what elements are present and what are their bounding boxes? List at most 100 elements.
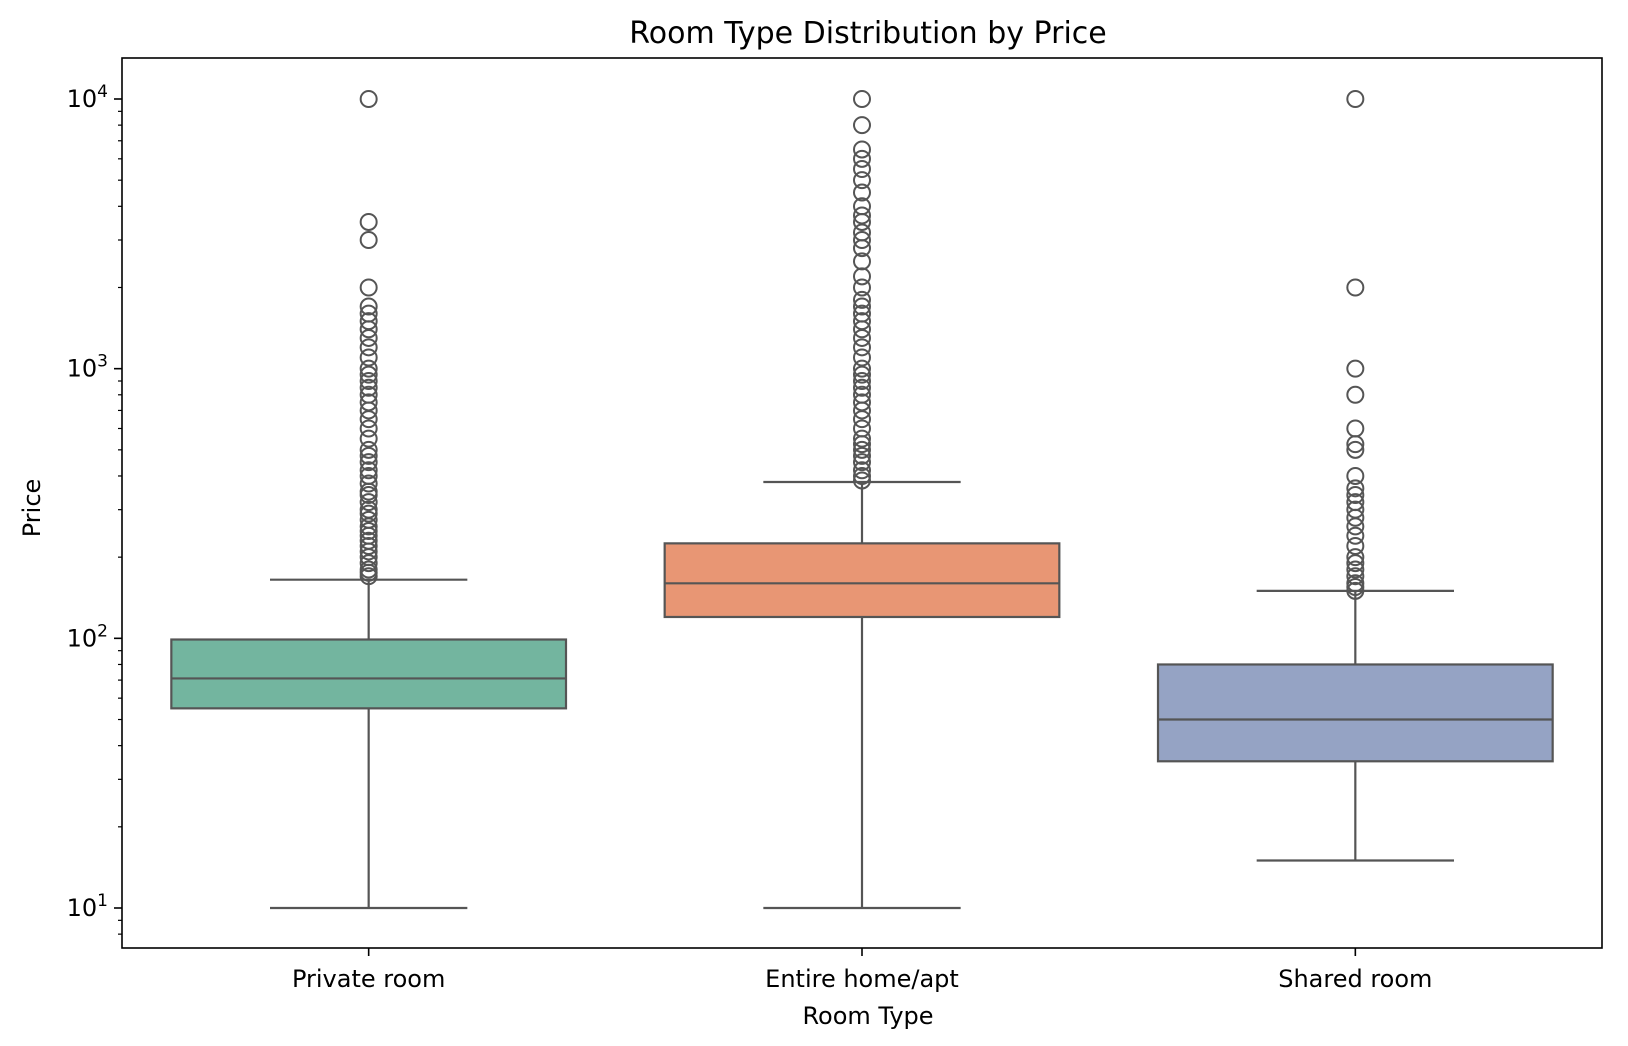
box-group-2: [1156, 90, 1554, 862]
outlier-point: [359, 359, 378, 378]
outlier-point: [853, 466, 871, 485]
outlier-point: [359, 461, 378, 480]
box-iqr: [170, 638, 568, 710]
outlier-point: [1346, 419, 1365, 438]
outlier-point: [359, 536, 378, 555]
outlier-point: [1346, 526, 1365, 545]
outlier-point: [359, 385, 378, 404]
outlier-point: [1346, 278, 1365, 297]
plot-frame: [121, 57, 1603, 949]
outlier-point: [853, 429, 871, 448]
y-axis-label: Price: [18, 479, 46, 538]
outlier-point: [359, 338, 378, 357]
outlier-point: [359, 453, 378, 472]
outlier-point: [359, 510, 378, 529]
outlier-point: [359, 297, 378, 316]
outlier-point: [359, 560, 378, 579]
outlier-point: [359, 522, 378, 541]
outlier-point: [359, 531, 378, 550]
outlier-point: [853, 348, 871, 367]
outlier-point: [853, 338, 871, 357]
outlier-point: [359, 378, 378, 397]
outlier-point: [359, 446, 378, 465]
outlier-point: [359, 90, 378, 108]
x-tick-label: Shared room: [1278, 965, 1432, 993]
outlier-point: [1346, 359, 1365, 378]
outlier-point: [853, 252, 871, 271]
box-group-1: [663, 90, 1061, 910]
y-tick-label: 102: [67, 621, 108, 652]
outlier-point: [853, 378, 871, 397]
chart-title: Room Type Distribution by Price: [629, 16, 1106, 51]
outlier-point: [853, 461, 871, 480]
outlier-point: [1346, 567, 1365, 586]
outlier-point: [853, 471, 871, 490]
outlier-point: [359, 212, 378, 231]
x-tick-label: Entire home/apt: [765, 965, 959, 993]
outlier-point: [359, 231, 378, 250]
outlier-point: [853, 419, 871, 438]
outlier-point: [1346, 536, 1365, 555]
outlier-point: [853, 197, 871, 216]
outlier-point: [853, 304, 871, 323]
outlier-point: [1346, 493, 1365, 512]
outlier-point: [853, 440, 871, 459]
ticks-layer: Private room Entire home/apt Shared room 10…: [67, 82, 1433, 993]
outlier-point: [359, 429, 378, 448]
outlier-point: [359, 348, 378, 367]
outlier-point: [853, 393, 871, 412]
outlier-point: [1346, 385, 1365, 404]
outlier-point: [853, 278, 871, 297]
outlier-point: [853, 116, 871, 135]
y-tick-label: 103: [67, 352, 108, 383]
outlier-point: [853, 290, 871, 309]
outlier-point: [359, 419, 378, 438]
outlier-point: [359, 493, 378, 512]
outlier-point: [1346, 466, 1365, 485]
outlier-point: [359, 554, 378, 573]
outlier-point: [853, 359, 871, 378]
x-axis-label: Room Type: [802, 1002, 933, 1030]
outlier-point: [853, 372, 871, 391]
outlier-point: [359, 304, 378, 323]
outlier-point: [853, 160, 871, 179]
outlier-point: [359, 440, 378, 459]
outlier-point: [359, 500, 378, 519]
outlier-point: [359, 393, 378, 412]
y-tick-label: 101: [67, 891, 108, 922]
outlier-point: [853, 90, 871, 108]
outlier-point: [359, 365, 378, 384]
outlier-point: [853, 206, 871, 225]
outlier-point: [359, 466, 378, 485]
outlier-point: [359, 278, 378, 297]
outlier-point: [1346, 479, 1365, 498]
box-group-0: [170, 90, 568, 910]
x-tick-label: Private room: [292, 965, 445, 993]
outlier-point: [853, 171, 871, 190]
box-iqr: [663, 542, 1061, 619]
outlier-point: [359, 474, 378, 493]
outlier-point: [359, 372, 378, 391]
outlier-point: [853, 149, 871, 168]
outlier-point: [853, 446, 871, 465]
outlier-point: [1346, 574, 1365, 593]
outlier-point: [853, 183, 871, 202]
outlier-point: [853, 140, 871, 159]
outlier-point: [853, 365, 871, 384]
outlier-point: [1346, 554, 1365, 573]
outlier-point: [853, 223, 871, 242]
outlier-point: [359, 312, 378, 331]
outlier-point: [1346, 90, 1365, 108]
outlier-point: [853, 267, 871, 286]
boxes-layer: [170, 90, 1554, 910]
outlier-point: [853, 385, 871, 404]
outlier-point: [1346, 440, 1365, 459]
outlier-point: [1346, 486, 1365, 505]
outlier-point: [853, 312, 871, 331]
outlier-point: [1346, 500, 1365, 519]
outlier-point: [1346, 548, 1365, 567]
outlier-point: [853, 453, 871, 472]
